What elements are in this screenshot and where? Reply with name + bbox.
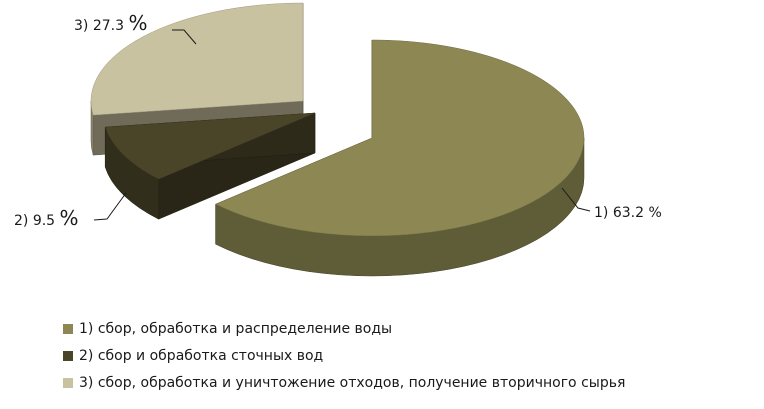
leader-line-waste — [172, 29, 197, 45]
data-label-waste: 3) 27.3 % — [74, 11, 147, 35]
legend-label-wastewater: 2) сбор и обработка сточных вод — [79, 348, 324, 364]
legend: 1) сбор, обработка и распределение воды … — [63, 318, 625, 399]
legend-swatch-wastewater — [63, 351, 73, 361]
data-label-unit-wastewater: % — [60, 206, 79, 230]
data-label-value-wastewater: 9.5 — [33, 213, 60, 229]
pie-slices — [90, 2, 585, 277]
leader-line-water — [561, 187, 591, 212]
data-label-value-water: 63.2 — [613, 205, 649, 221]
pie-slice-water — [215, 39, 585, 277]
pie-chart: 1) 63.2 %2) 9.5 %3) 27.3 % — [14, 2, 662, 277]
data-label-index-water: 1) — [594, 205, 613, 221]
data-labels: 1) 63.2 %2) 9.5 %3) 27.3 % — [14, 11, 662, 230]
legend-item-waste: 3) сбор, обработка и уничтожение отходов… — [63, 372, 625, 394]
data-label-water: 1) 63.2 % — [594, 205, 662, 221]
legend-swatch-water — [63, 324, 73, 334]
data-label-value-waste: 27.3 — [93, 18, 129, 34]
leader-line-wastewater — [93, 192, 127, 221]
leader-lines — [93, 29, 591, 221]
legend-label-waste: 3) сбор, обработка и уничтожение отходов… — [79, 375, 626, 391]
legend-swatch-waste — [63, 378, 73, 388]
legend-item-water: 1) сбор, обработка и распределение воды — [63, 318, 625, 340]
data-label-wastewater: 2) 9.5 % — [14, 206, 79, 230]
data-label-unit-waste: % — [128, 11, 147, 35]
legend-item-wastewater: 2) сбор и обработка сточных вод — [63, 345, 625, 367]
data-label-index-waste: 3) — [74, 18, 93, 34]
legend-label-water: 1) сбор, обработка и распределение воды — [79, 321, 393, 337]
data-label-index-wastewater: 2) — [14, 213, 33, 229]
pie-slice-wastewater — [104, 112, 316, 220]
data-label-unit-water: % — [648, 205, 661, 221]
